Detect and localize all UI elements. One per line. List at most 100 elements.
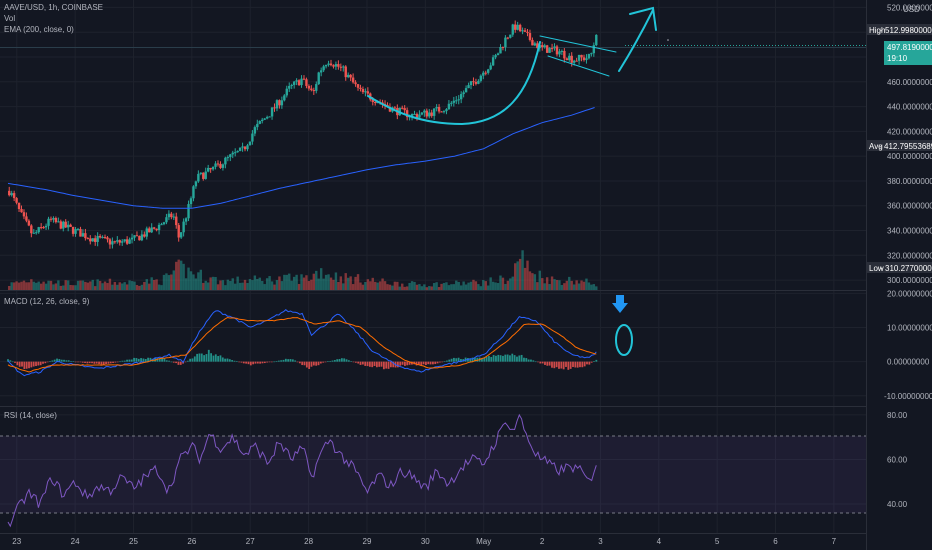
macd-histogram-bar: [340, 358, 343, 362]
volume-bar: [457, 281, 460, 290]
macd-line[interactable]: [7, 309, 597, 377]
candle-body: [98, 235, 102, 238]
macd-histogram-bar: [373, 361, 376, 367]
volume-bar: [536, 282, 539, 290]
macd-histogram-bar: [361, 361, 364, 365]
volume-bar: [248, 279, 252, 290]
volume-bar: [553, 279, 556, 290]
svg-text:-: -: [880, 264, 883, 273]
macd-histogram-bar: [133, 357, 135, 362]
volume-bar: [381, 278, 384, 290]
candle-body: [283, 95, 286, 101]
candle-body: [405, 110, 409, 118]
ema-legend[interactable]: EMA (200, close, 0): [4, 25, 74, 34]
macd-histogram-bar: [352, 361, 355, 363]
macd-histogram-bar: [562, 361, 565, 370]
candle-body: [580, 54, 583, 58]
rsi-tick-label: 80.00: [887, 411, 908, 420]
macd-histogram-bar: [471, 357, 474, 362]
macd-histogram-bar: [53, 359, 56, 362]
volume-bar: [585, 278, 588, 290]
macd-histogram-bar: [172, 361, 175, 363]
candle-body: [184, 218, 188, 222]
time-tick-label: 2: [540, 537, 545, 546]
volume-bar: [155, 279, 158, 290]
candle-body: [275, 100, 279, 109]
rsi-legend[interactable]: RSI (14, close): [4, 411, 57, 420]
candle-body: [344, 66, 347, 78]
candle-body: [300, 78, 303, 86]
volume-bar: [388, 284, 392, 290]
rsi-tick-label: 40.00: [887, 500, 908, 509]
candle-body: [116, 240, 119, 242]
volume-bar: [39, 283, 43, 290]
symbol-legend[interactable]: AAVE/USD, 1h, COINBASE: [4, 3, 103, 12]
volume-bar: [150, 277, 153, 290]
rsi-line[interactable]: [7, 413, 597, 528]
macd-histogram-bar: [135, 358, 138, 362]
annotations[interactable]: [367, 6, 657, 356]
candle-body: [590, 53, 593, 55]
volume-bar: [59, 285, 63, 290]
breakout-arrow-head[interactable]: [629, 6, 657, 31]
volume-bar: [167, 275, 171, 290]
volume-bar: [199, 269, 203, 290]
macd-cross-circle[interactable]: [615, 324, 633, 356]
macd-histogram-bar: [324, 361, 327, 363]
breakout-arrow-line[interactable]: [618, 9, 654, 72]
candle-body: [35, 232, 38, 234]
svg-text:Low: Low: [869, 264, 884, 273]
cup-curve-drawing[interactable]: [367, 41, 541, 126]
macd-signal-line[interactable]: [7, 316, 597, 373]
volume-bar: [64, 280, 67, 290]
volume-bar: [74, 285, 77, 290]
candle-body: [354, 82, 357, 85]
volume-bar: [25, 282, 28, 290]
volume-bar: [359, 282, 362, 290]
macd-histogram-bar: [357, 361, 360, 364]
macd-histogram-bar: [16, 361, 19, 366]
candle-body: [270, 107, 274, 117]
macd-histogram-bar: [439, 361, 441, 363]
macd-histogram-bar: [39, 361, 42, 366]
candle-body: [477, 80, 480, 84]
candle-body: [30, 225, 33, 234]
current-price-tag: 497.81900000 19:10: [884, 41, 932, 65]
volume-bar: [125, 284, 129, 290]
macd-histogram-bar: [49, 361, 51, 362]
volume-bar: [35, 282, 38, 290]
macd-histogram-bar: [558, 361, 560, 369]
candle-body: [575, 60, 578, 62]
candle-body: [165, 217, 168, 223]
volume-bar: [410, 281, 414, 290]
volume-bar: [49, 280, 53, 290]
volume-bar: [108, 278, 112, 290]
candle-body: [17, 202, 21, 210]
candle-body: [22, 212, 26, 217]
macd-histogram-bar: [46, 361, 49, 363]
flag-upper-channel[interactable]: [539, 35, 617, 53]
volume-bar: [489, 277, 492, 290]
candle-body: [469, 81, 473, 86]
candle-body: [12, 193, 16, 199]
volume-bar: [334, 272, 338, 290]
volume-bar: [219, 280, 222, 290]
volume-bar: [93, 286, 97, 290]
volume-bar: [324, 274, 328, 290]
macd-legend[interactable]: MACD (12, 26, close, 9): [4, 297, 90, 306]
candle-body: [179, 232, 183, 238]
candle-body: [288, 85, 291, 89]
candle-body: [533, 43, 537, 46]
flag-lower-channel[interactable]: [547, 55, 610, 77]
macd-histogram-bar: [504, 354, 507, 362]
volume-legend[interactable]: Vol: [4, 14, 16, 23]
ema-200-line[interactable]: [7, 107, 595, 209]
volume-bar: [116, 284, 119, 290]
candle-body: [54, 218, 58, 223]
macd-histogram-bar: [555, 361, 558, 368]
macd-histogram-bar: [387, 361, 390, 369]
candle-body: [401, 107, 404, 109]
macd-histogram-bar: [551, 361, 553, 368]
volume-bar: [8, 285, 11, 290]
